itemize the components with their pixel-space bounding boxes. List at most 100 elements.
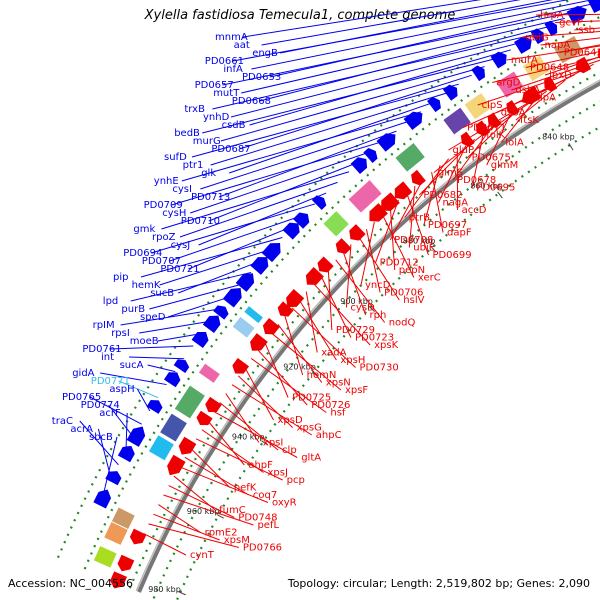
forward-gene-arrow-11 <box>202 315 221 334</box>
left-gene-label-30: pip <box>113 237 283 283</box>
gene-name-34: pepN <box>399 265 425 276</box>
gene-name-42: PD0729 <box>336 325 375 336</box>
right-gene-label-17: lolA <box>500 96 538 149</box>
forward-gene-arrow-23 <box>376 133 396 152</box>
gene-name-0: mnmA <box>215 32 248 43</box>
gene-name-26: cysJ <box>171 240 191 251</box>
gene-name-44: aspH <box>109 384 134 395</box>
leader-line-50 <box>270 332 342 391</box>
leader-line-15 <box>191 83 459 158</box>
reverse-gene-arrow-9 <box>205 396 222 413</box>
leader-line-43 <box>320 275 352 338</box>
feature-block-10 <box>232 316 255 338</box>
gene-name-47: PD0730 <box>360 363 399 374</box>
left-gene-label-7: mutT <box>213 17 565 99</box>
right-gene-label-10: dsbA <box>511 59 600 96</box>
gene-name-29: PD0721 <box>160 264 199 275</box>
tick-label-4: 880 kbp <box>403 236 436 245</box>
leader-line-24 <box>161 171 350 230</box>
genome-backbone-shadow <box>135 79 600 592</box>
tick-label-9: 980 kbp <box>148 585 181 594</box>
right-gene-label-44: xpsK <box>313 283 399 351</box>
right-gene-label-51: PD0725 <box>263 341 331 404</box>
forward-gene-arrow-3 <box>105 471 122 486</box>
feature-block-0 <box>93 546 117 568</box>
left-gene-label-25: rpoZ <box>152 181 338 243</box>
leader-line-4 <box>540 37 600 46</box>
leader-line-8 <box>544 56 600 76</box>
leader-line-42 <box>100 372 167 386</box>
guide-ring-3 <box>83 15 600 570</box>
leader-line-51 <box>263 341 289 398</box>
left-gene-label-31: hemK <box>132 248 272 291</box>
gene-name-20: PD0713 <box>191 192 230 203</box>
right-gene-label-20: glmM <box>486 114 519 171</box>
gene-name-34: purB <box>121 304 145 315</box>
right-gene-label-8: lpxD <box>544 56 600 81</box>
left-gene-label-22: cysH <box>162 150 373 219</box>
leader-line-10 <box>230 41 525 118</box>
leader-line-15 <box>462 85 557 128</box>
tick-3: 860 kbp <box>470 182 503 199</box>
reverse-gene-arrow-22 <box>381 192 400 211</box>
leader-line-33 <box>130 271 252 302</box>
gene-name-23: PD0710 <box>181 216 220 227</box>
gene-name-19: PD0675 <box>472 153 511 164</box>
reverse-gene-arrow-20 <box>349 224 366 241</box>
forward-gene-arrow-16 <box>261 242 281 263</box>
leader-line-31 <box>408 185 416 248</box>
left-gene-label-41: sucA <box>120 360 176 373</box>
reverse-gene-arrow-23 <box>394 181 413 200</box>
reverse-gene-arrow-16 <box>286 289 305 307</box>
gene-name-20: glmM <box>491 160 519 171</box>
forward-gene-arrow-18 <box>293 212 310 229</box>
leader-line-13 <box>220 66 485 142</box>
gene-name-5: PD0643 <box>564 48 600 59</box>
gene-name-27: PD0694 <box>123 248 162 259</box>
gene-name-48: hemN <box>307 370 337 381</box>
leader-line-22 <box>452 126 493 181</box>
leader-line-28 <box>423 165 441 226</box>
leader-line-65 <box>179 466 269 503</box>
right-gene-label-3: ubiG <box>521 31 600 44</box>
tick-5: 900 kbp <box>340 297 375 313</box>
right-gene-label-62: pcp <box>195 438 305 486</box>
right-gene-label-32: PD0699 <box>406 192 472 261</box>
leader-line-59 <box>213 411 298 458</box>
gene-name-50: sbcB <box>89 432 113 443</box>
gene-name-7: PD0648 <box>530 63 569 74</box>
right-gene-label-25: nagA <box>438 145 468 209</box>
right-gene-label-6: murA <box>506 45 600 66</box>
feature-block-11 <box>244 306 263 324</box>
gene-name-69: rpmE2 <box>205 528 238 539</box>
feature-block-21 <box>443 107 471 135</box>
gene-name-43: PD0771 <box>91 376 130 387</box>
gene-name-43: PD0723 <box>355 333 394 344</box>
right-gene-label-64: coq7 <box>184 456 277 501</box>
reverse-gene-arrow-34 <box>575 56 592 74</box>
gene-name-45: xadA <box>321 348 346 359</box>
gene-name-21: glmS <box>438 168 463 179</box>
tick-label-6: 920 kbp <box>283 363 316 372</box>
gene-name-30: pip <box>113 272 128 283</box>
leader-line-38 <box>157 332 203 342</box>
leader-line-60 <box>207 420 245 466</box>
gene-name-16: folK <box>486 130 505 141</box>
gene-name-63: pefK <box>234 483 257 494</box>
leader-line-10 <box>511 59 600 91</box>
gene-name-41: nodQ <box>389 318 416 329</box>
right-gene-label-42: PD0729 <box>327 267 375 336</box>
leader-line-50 <box>103 436 118 493</box>
gene-name-6: murA <box>511 55 538 66</box>
forward-gene-arrow-19 <box>311 195 327 210</box>
gene-name-47: acrF <box>99 408 121 419</box>
right-gene-label-47: PD0730 <box>291 307 399 374</box>
gene-name-68: pefL <box>257 520 279 531</box>
leader-line-63 <box>190 447 231 488</box>
feature-block-24 <box>522 55 550 82</box>
tick-label-3: 860 kbp <box>470 182 503 191</box>
gene-name-16: ptr1 <box>183 160 204 171</box>
leader-line-34 <box>149 283 242 310</box>
gene-name-1: aat <box>234 40 250 51</box>
leader-line-30 <box>389 178 424 241</box>
